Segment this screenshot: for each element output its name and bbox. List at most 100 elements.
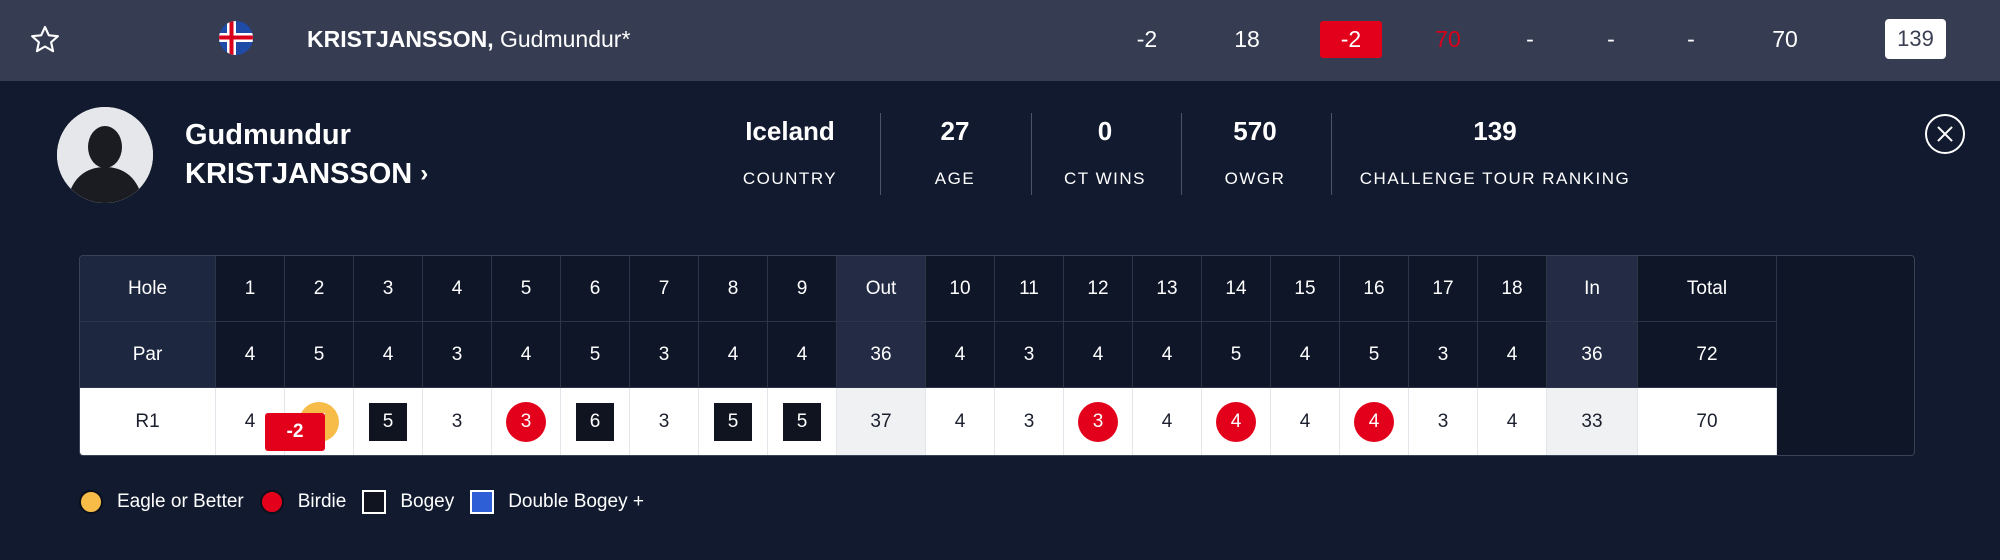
- legend-label: Bogey: [400, 491, 455, 512]
- hole-par: 3: [1409, 322, 1478, 388]
- hole-par: 4: [1133, 322, 1202, 388]
- thru-value: 18: [1234, 26, 1260, 52]
- legend-swatch: [362, 490, 387, 514]
- hole-par: 4: [492, 322, 561, 388]
- hole-par: 3: [995, 322, 1064, 388]
- stat-age: 27 AGE: [915, 115, 995, 190]
- legend-swatch: [79, 490, 103, 514]
- hole-par: 4: [1064, 322, 1133, 388]
- total-strokes: 70: [1772, 26, 1798, 52]
- divider: [1181, 113, 1182, 195]
- stat-label: CT WINS: [1064, 169, 1146, 188]
- hole-par: 4: [216, 322, 285, 388]
- profile-last-name: KRISTJANSSON: [185, 158, 413, 190]
- hole-number: Total: [1638, 256, 1777, 322]
- scorecard: Hole 1 2 3 4 5 6 7 8 9 Out 10 11 12 13 14 15 16 17 18 In Tota…: [79, 255, 1915, 456]
- close-icon[interactable]: [1925, 114, 1965, 154]
- iceland-flag-icon: [219, 21, 253, 55]
- hole-number: 16: [1340, 256, 1409, 322]
- stat-ct-ranking: 139 CHALLENGE TOUR RANKING: [1355, 115, 1635, 190]
- par-row: Par 4 5 4 3 4 5 3 4 4 36 4 3 4 4 5 4 5 3 4 36 72: [80, 322, 1914, 388]
- stat-owgr: 570 OWGR: [1205, 115, 1305, 190]
- player-last-name: KRISTJANSSON,: [307, 26, 494, 52]
- stat-value: 570: [1233, 116, 1277, 146]
- hole-par: 4: [768, 322, 837, 388]
- hole-number: In: [1547, 256, 1638, 322]
- hole-par: 4: [926, 322, 995, 388]
- legend-label: Eagle or Better: [117, 491, 244, 512]
- hole-score: 5: [354, 388, 423, 455]
- hole-score: 3: [423, 388, 492, 455]
- hole-score: 5: [768, 388, 837, 455]
- hole-score: 4: [1202, 388, 1271, 455]
- profile-name-link[interactable]: KRISTJANSSON ›: [185, 157, 428, 191]
- hole-score: 4: [926, 388, 995, 455]
- stat-value: 0: [1097, 116, 1113, 146]
- hole-par: 36: [1547, 322, 1638, 388]
- hole-par: 3: [630, 322, 699, 388]
- hole-score: -2: [265, 413, 325, 451]
- hole-par: 3: [423, 322, 492, 388]
- round-label: R1: [80, 388, 216, 455]
- hole-score: 6: [561, 388, 630, 455]
- round-1-score: 70: [1435, 26, 1461, 52]
- hole-number: 12: [1064, 256, 1133, 322]
- hole-score: 3: [995, 388, 1064, 455]
- hole-number: 2: [285, 256, 354, 322]
- par-label: Par: [80, 322, 216, 388]
- hole-par: 5: [1202, 322, 1271, 388]
- stat-ct-wins: 0 CT WINS: [1055, 115, 1155, 190]
- stat-value: 27: [940, 116, 970, 146]
- round-3-score: -: [1607, 26, 1615, 52]
- hole-par: 36: [837, 322, 926, 388]
- hole-par: 4: [1271, 322, 1340, 388]
- round-4-score: -: [1687, 26, 1695, 52]
- hole-score: 4: [1340, 388, 1409, 455]
- legend-item: Eagle or Better: [79, 490, 244, 514]
- divider: [1031, 113, 1032, 195]
- legend-label: Double Bogey +: [508, 491, 644, 512]
- hole-number: 3: [354, 256, 423, 322]
- hole-number: 15: [1271, 256, 1340, 322]
- hole-score: 37: [837, 388, 926, 455]
- bogey-marker: 6: [576, 402, 614, 441]
- stat-label: AGE: [934, 169, 976, 188]
- bogey-marker: 5: [783, 402, 821, 441]
- star-icon[interactable]: [28, 23, 62, 57]
- legend-swatch: [259, 490, 284, 514]
- birdie-marker: 4: [1216, 401, 1256, 442]
- legend-item: Bogey: [362, 490, 454, 514]
- hole-number: 5: [492, 256, 561, 322]
- hole-number: 4: [423, 256, 492, 322]
- hole-par: 5: [285, 322, 354, 388]
- hole-score: 5: [699, 388, 768, 455]
- to-par-badge: -2: [265, 413, 325, 451]
- hole-number: 13: [1133, 256, 1202, 322]
- stat-label: OWGR: [1224, 169, 1286, 188]
- player-first-name: Gudmundur*: [499, 26, 631, 52]
- hole-number: 8: [699, 256, 768, 322]
- birdie-marker: 3: [506, 401, 546, 442]
- hole-number: 9: [768, 256, 837, 322]
- hole-par: 4: [699, 322, 768, 388]
- divider: [1331, 113, 1332, 195]
- chevron-right-icon: ›: [420, 160, 429, 187]
- score-row: R1435336355374334444343370-2: [80, 388, 1914, 455]
- hole-number: 11: [995, 256, 1064, 322]
- hole-score: 3: [1409, 388, 1478, 455]
- player-name[interactable]: KRISTJANSSON, Gudmundur*: [307, 24, 630, 54]
- hole-number: 14: [1202, 256, 1271, 322]
- leaderboard-row[interactable]: KRISTJANSSON, Gudmundur* -2 18 -2 70 - -…: [0, 0, 2000, 81]
- birdie-marker: 4: [1354, 401, 1394, 442]
- hole-label: Hole: [80, 256, 216, 322]
- hole-par: 4: [1478, 322, 1547, 388]
- ranking-box: 139: [1885, 19, 1946, 59]
- hole-par: 72: [1638, 322, 1777, 388]
- stat-label: COUNTRY: [742, 169, 838, 188]
- bogey-marker: 5: [714, 402, 752, 441]
- hole-number: 1: [216, 256, 285, 322]
- legend-label: Birdie: [297, 491, 347, 512]
- round-2-score: -: [1526, 26, 1534, 52]
- hole-score: 3: [630, 388, 699, 455]
- score-legend: Eagle or Better Birdie Bogey Double Bogey +: [79, 490, 660, 514]
